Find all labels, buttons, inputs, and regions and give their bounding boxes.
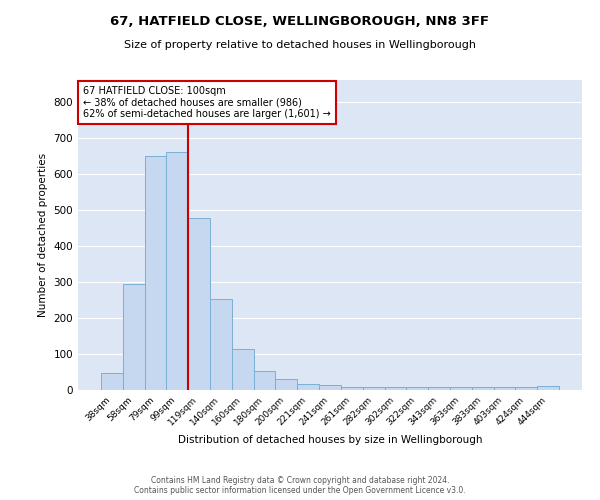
Bar — [297, 384, 319, 390]
Text: Contains HM Land Registry data © Crown copyright and database right 2024.
Contai: Contains HM Land Registry data © Crown c… — [134, 476, 466, 495]
Y-axis label: Number of detached properties: Number of detached properties — [38, 153, 48, 317]
Bar — [210, 299, 232, 390]
Bar — [406, 387, 428, 390]
Bar — [166, 152, 188, 390]
Bar — [341, 387, 363, 390]
Bar — [450, 387, 472, 390]
Bar — [232, 350, 254, 390]
Bar — [101, 373, 123, 390]
Bar — [319, 384, 341, 390]
Bar — [428, 387, 450, 390]
Bar — [385, 387, 406, 390]
X-axis label: Distribution of detached houses by size in Wellingborough: Distribution of detached houses by size … — [178, 436, 482, 446]
Text: 67 HATFIELD CLOSE: 100sqm
← 38% of detached houses are smaller (986)
62% of semi: 67 HATFIELD CLOSE: 100sqm ← 38% of detac… — [83, 86, 331, 120]
Bar — [188, 218, 210, 390]
Text: 67, HATFIELD CLOSE, WELLINGBOROUGH, NN8 3FF: 67, HATFIELD CLOSE, WELLINGBOROUGH, NN8 … — [110, 15, 490, 28]
Bar — [254, 372, 275, 390]
Bar — [472, 387, 494, 390]
Bar — [537, 386, 559, 390]
Bar — [123, 284, 145, 390]
Bar — [363, 387, 385, 390]
Bar — [494, 387, 515, 390]
Bar — [145, 156, 166, 390]
Text: Size of property relative to detached houses in Wellingborough: Size of property relative to detached ho… — [124, 40, 476, 50]
Bar — [275, 379, 297, 390]
Bar — [515, 387, 537, 390]
